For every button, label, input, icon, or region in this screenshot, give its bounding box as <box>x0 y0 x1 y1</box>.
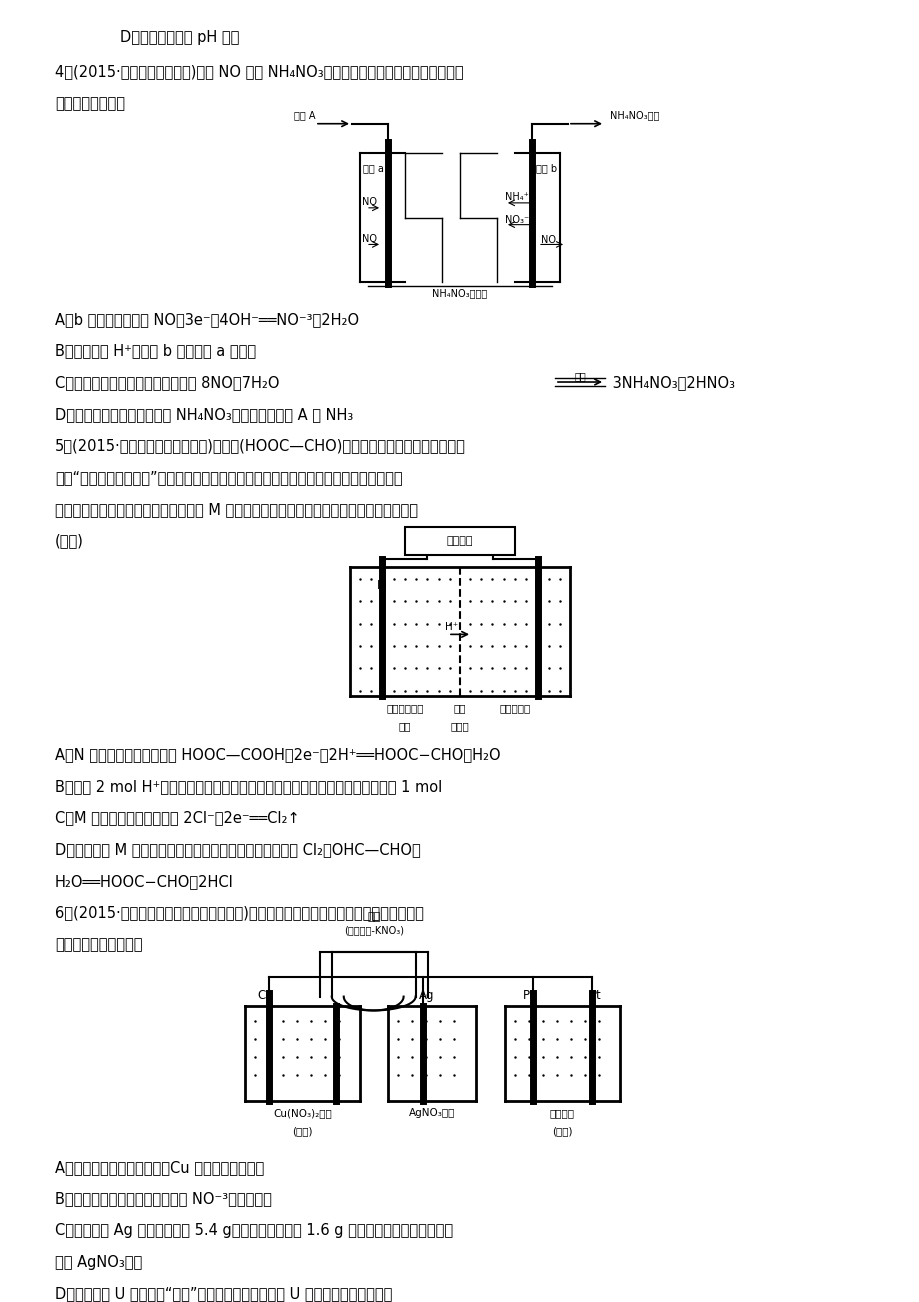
Text: (甲池): (甲池) <box>292 1126 312 1137</box>
Text: NO: NO <box>361 233 377 243</box>
Text: 质子: 质子 <box>453 703 466 713</box>
Text: D．乙二醇与 M 电极的产物反应生成乙醇酸的化学方程式为 Cl₂＋OHC—CHO＋: D．乙二醇与 M 电极的产物反应生成乙醇酸的化学方程式为 Cl₂＋OHC—CHO… <box>55 842 420 857</box>
Text: 直流电源: 直流电源 <box>447 536 472 547</box>
Text: 电极 a: 电极 a <box>363 163 383 173</box>
Text: (装有琼脂-KNO₃): (装有琼脂-KNO₃) <box>344 926 403 935</box>
Text: D．若用铜制 U 形物代替“盐桥”，工作一段时间后取出 U 形物称量，质量会减小: D．若用铜制 U 形物代替“盐桥”，工作一段时间后取出 U 形物称量，质量会减小 <box>55 1286 391 1302</box>
Text: C．M 电极上的电极反应式为 2Cl⁻－2e⁻══Cl₂↑: C．M 电极上的电极反应式为 2Cl⁻－2e⁻══Cl₂↑ <box>55 811 300 825</box>
Text: NH₄NO₃稀溶液: NH₄NO₃稀溶液 <box>432 288 487 298</box>
Text: NH₄NO₃溶液: NH₄NO₃溶液 <box>609 109 659 120</box>
Text: 物质 A: 物质 A <box>294 109 315 120</box>
Text: A．b 极的电极反应为 NO－3e⁻＋4OH⁻══NO⁻³＋2H₂O: A．b 极的电极反应为 NO－3e⁻＋4OH⁻══NO⁻³＋2H₂O <box>55 311 358 327</box>
Text: C．电解过程总反应的化学方程式为 8NO＋7H₂O: C．电解过程总反应的化学方程式为 8NO＋7H₂O <box>55 375 279 391</box>
Text: D．处理后的废水 pH 降低: D．处理后的废水 pH 降低 <box>119 30 239 44</box>
Text: C．若甲池中 Ag 电极质量增加 5.4 g，乙极某电极析出 1.6 g 金属，则乙中的某盐溶液可: C．若甲池中 Ag 电极质量增加 5.4 g，乙极某电极析出 1.6 g 金属，… <box>55 1223 453 1238</box>
Text: NO₃⁻: NO₃⁻ <box>505 215 528 225</box>
Text: 上用“双极室成对电解法”生产乙醇酸，原理如图所示。该装置中阴、阳两极为惰性电极，: 上用“双极室成对电解法”生产乙醇酸，原理如图所示。该装置中阴、阳两极为惰性电极， <box>55 470 403 486</box>
Text: 盐桥: 盐桥 <box>367 913 380 923</box>
Text: H₂O══HOOC−CHO＋2HCl: H₂O══HOOC−CHO＋2HCl <box>55 874 233 889</box>
Text: Pt: Pt <box>523 988 534 1001</box>
Text: (　　): ( ) <box>55 534 84 548</box>
Text: Cu: Cu <box>256 988 273 1001</box>
Text: 3NH₄NO₃＋2HNO₃: 3NH₄NO₃＋2HNO₃ <box>607 375 734 391</box>
Text: 4．(2015·浙江宁波高三二模)电解 NO 制备 NH₄NO₃，其工作原理如图所示，下列说法不: 4．(2015·浙江宁波高三二模)电解 NO 制备 NH₄NO₃，其工作原理如图… <box>55 64 463 79</box>
Text: 能是 AgNO₃溶液: 能是 AgNO₃溶液 <box>55 1255 142 1269</box>
Text: 某盐溶液: 某盐溶液 <box>550 1108 574 1118</box>
Text: 6．(2015·浙江温州高三第二次适应性测试)某同学组装了如图所示的电化学装置，则下列: 6．(2015·浙江温州高三第二次适应性测试)某同学组装了如图所示的电化学装置，… <box>55 905 424 921</box>
Text: 电极 b: 电极 b <box>536 163 557 173</box>
Text: 正确的是（　　）: 正确的是（ ） <box>55 96 125 111</box>
Text: A．N 电极上的电极反应式为 HOOC—COOH＋2e⁻＋2H⁺══HOOC−CHO＋H₂O: A．N 电极上的电极反应式为 HOOC—COOH＋2e⁻＋2H⁺══HOOC−C… <box>55 747 500 762</box>
Text: B．实验过程中，甲池左側烧杯中 NO⁻³的浓度不变: B．实验过程中，甲池左側烧杯中 NO⁻³的浓度不变 <box>55 1191 272 1207</box>
Text: NO: NO <box>540 234 555 245</box>
Text: Ag: Ag <box>419 988 435 1001</box>
Text: 交换膜: 交换膜 <box>450 721 469 732</box>
Text: 说法正确的是（　　）: 说法正确的是（ ） <box>55 937 142 952</box>
Text: B．若有 2 mol H⁺通过质子交换膜并完全参与反应，则该装置中生成的乙醇酸为 1 mol: B．若有 2 mol H⁺通过质子交换膜并完全参与反应，则该装置中生成的乙醇酸为… <box>55 779 442 794</box>
Text: M: M <box>377 579 387 592</box>
Text: D．为使电解产物全部转化为 NH₄NO₃，需补充的物质 A 是 NH₃: D．为使电解产物全部转化为 NH₄NO₃，需补充的物质 A 是 NH₃ <box>55 406 353 422</box>
Text: B．溶液中的 H⁺由电极 b 处向电极 a 处迁移: B．溶液中的 H⁺由电极 b 处向电极 a 处迁移 <box>55 344 255 358</box>
Text: 盐酸: 盐酸 <box>398 721 411 732</box>
Text: AgNO₃溶液: AgNO₃溶液 <box>408 1108 455 1118</box>
Text: Pt: Pt <box>589 988 601 1001</box>
Text: 通电: 通电 <box>573 371 585 381</box>
Text: H⁺: H⁺ <box>445 621 459 631</box>
Text: 乙二酸溶液、: 乙二酸溶液、 <box>386 703 424 713</box>
Text: Cu(NO₃)₂溶液: Cu(NO₃)₂溶液 <box>273 1108 332 1118</box>
Text: 5．(2015·浙江金华十校高三模考)乙醇酸(HOOC—CHO)是有机合成的重要中间体。工业: 5．(2015·浙江金华十校高三模考)乙醇酸(HOOC—CHO)是有机合成的重要… <box>55 439 465 453</box>
Bar <box>404 527 515 555</box>
Text: A．图中甲池为原电池装置，Cu 电极发生还原反应: A．图中甲池为原电池装置，Cu 电极发生还原反应 <box>55 1160 264 1174</box>
Text: 两极室均可产生乙醇酸，其中乙二醇与 M 电极的产物反应生成乙醇酸。下列说法不正确的是: 两极室均可产生乙醇酸，其中乙二醇与 M 电极的产物反应生成乙醇酸。下列说法不正确… <box>55 501 417 517</box>
Text: (乙池): (乙池) <box>551 1126 573 1137</box>
Text: NH₄⁺: NH₄⁺ <box>505 191 528 202</box>
Text: NO: NO <box>361 197 377 207</box>
Text: 乙二酸溶液: 乙二酸溶液 <box>499 703 530 713</box>
Text: N: N <box>533 579 542 592</box>
